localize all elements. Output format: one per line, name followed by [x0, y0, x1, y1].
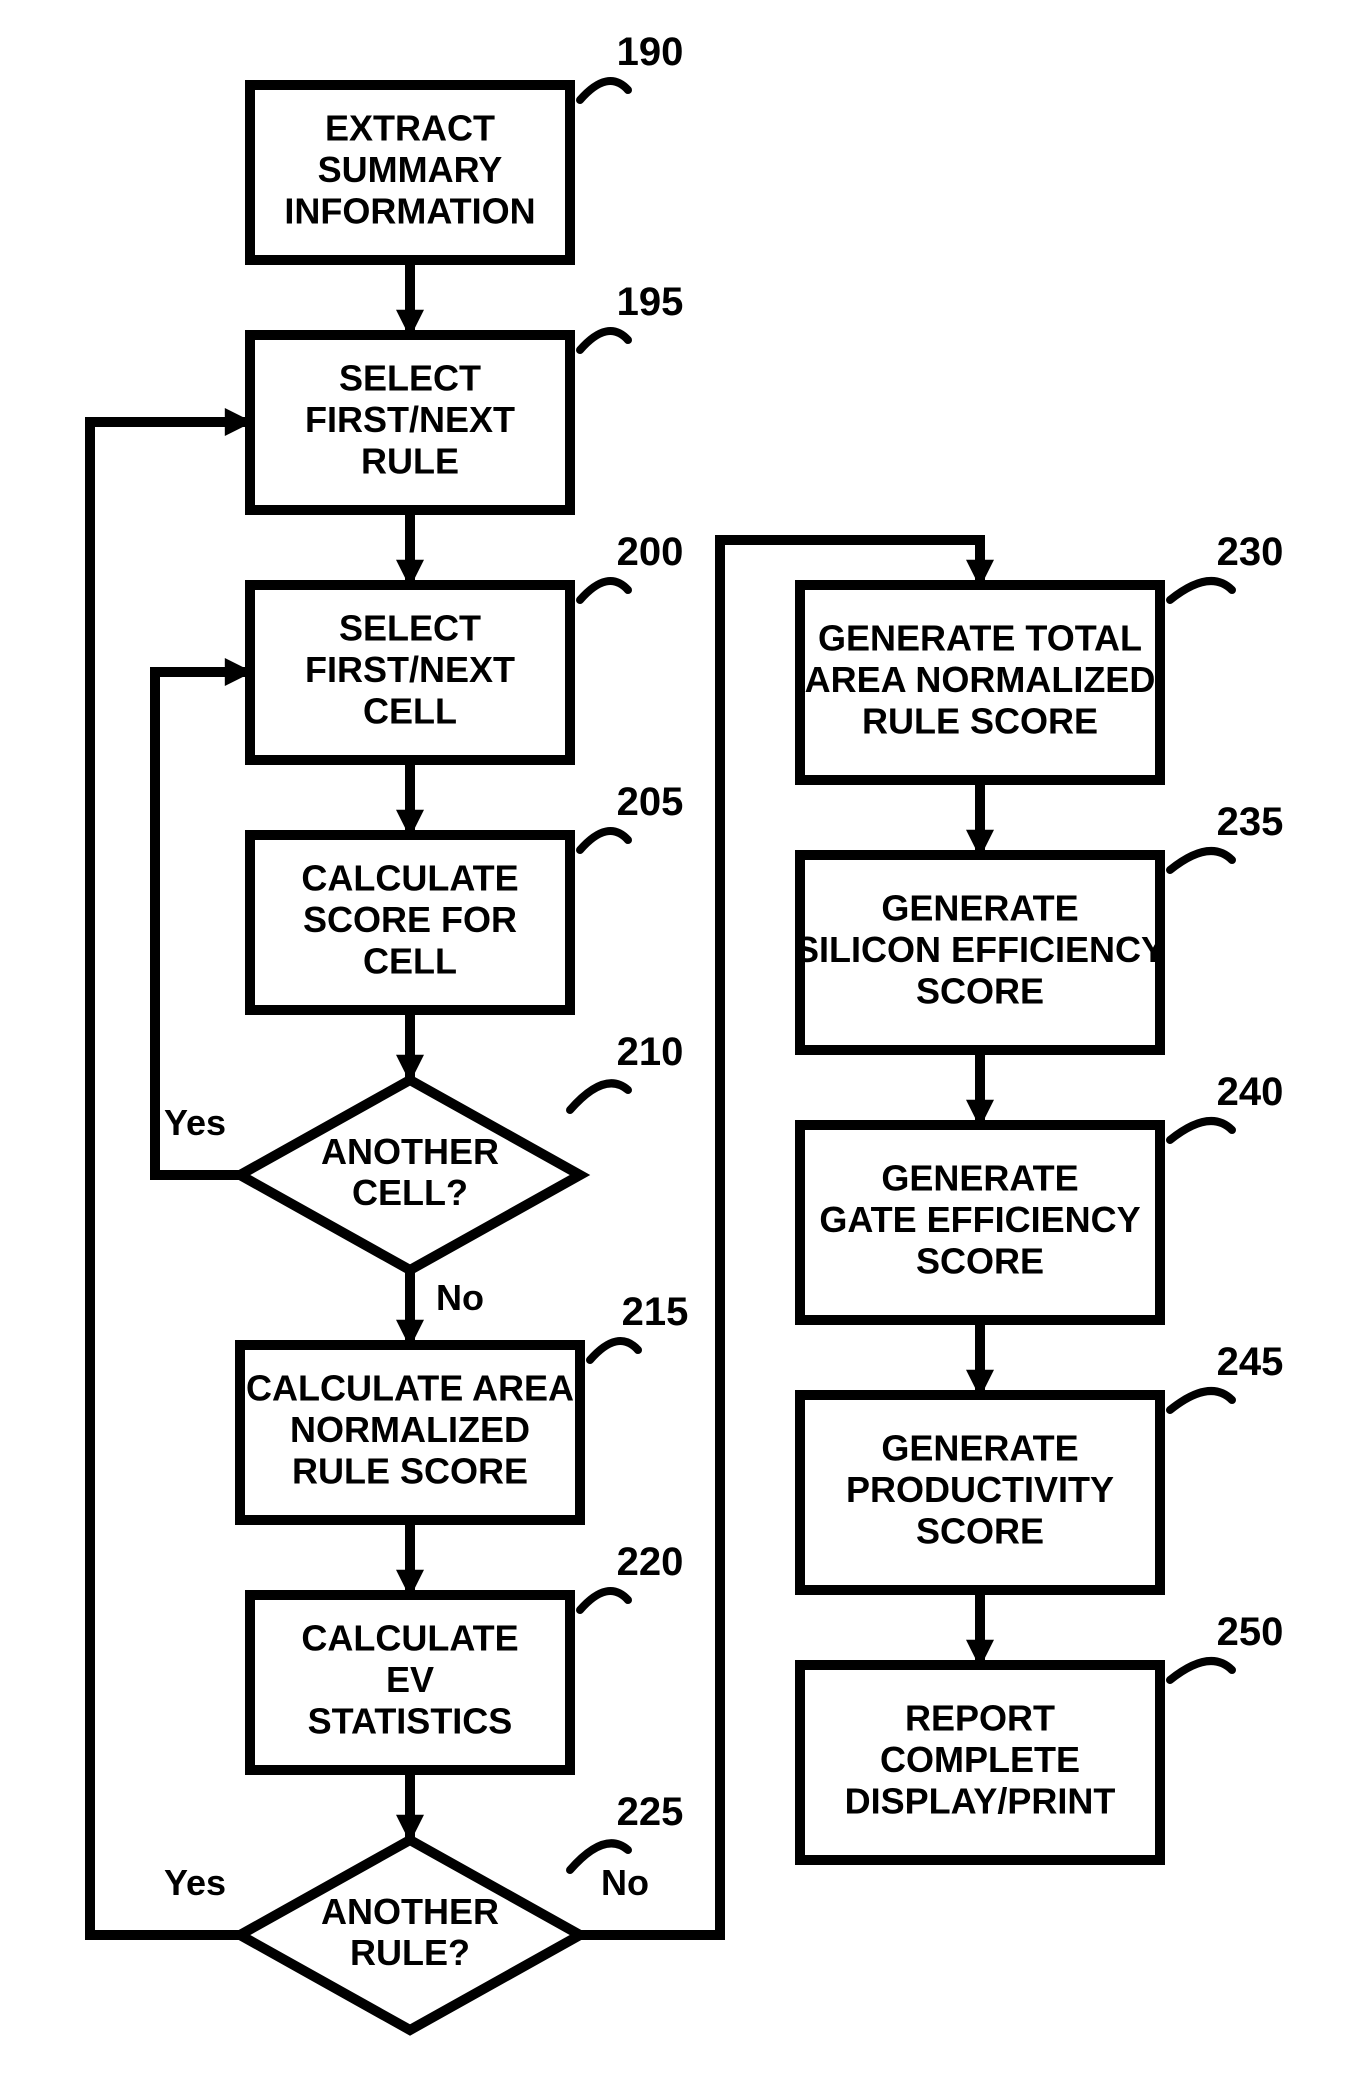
- svg-text:SCORE: SCORE: [916, 970, 1044, 1011]
- svg-text:ANOTHER: ANOTHER: [321, 1131, 499, 1172]
- svg-text:AREA NORMALIZED: AREA NORMALIZED: [805, 659, 1156, 700]
- svg-text:190: 190: [617, 30, 684, 74]
- svg-text:225: 225: [617, 1790, 684, 1834]
- nodes: EXTRACTSUMMARYINFORMATION190SELECTFIRST/…: [240, 30, 1283, 2030]
- svg-text:GENERATE TOTAL: GENERATE TOTAL: [818, 618, 1142, 659]
- svg-text:SELECT: SELECT: [339, 608, 481, 649]
- svg-text:250: 250: [1217, 1610, 1284, 1654]
- svg-text:SCORE: SCORE: [916, 1240, 1044, 1281]
- svg-text:245: 245: [1217, 1340, 1284, 1384]
- svg-text:235: 235: [1217, 800, 1284, 844]
- n195: SELECTFIRST/NEXTRULE 195: [250, 280, 683, 510]
- n225: ANOTHERRULE? 225: [240, 1790, 683, 2030]
- svg-text:No: No: [436, 1277, 484, 1318]
- n205: CALCULATESCORE FORCELL 205: [250, 780, 683, 1010]
- svg-text:COMPLETE: COMPLETE: [880, 1739, 1080, 1780]
- svg-text:240: 240: [1217, 1070, 1284, 1114]
- n230: GENERATE TOTALAREA NORMALIZEDRULE SCORE 2…: [800, 530, 1283, 780]
- svg-text:CALCULATE AREA: CALCULATE AREA: [246, 1368, 574, 1409]
- svg-text:FIRST/NEXT: FIRST/NEXT: [305, 649, 515, 690]
- svg-text:SUMMARY: SUMMARY: [318, 149, 503, 190]
- n190: EXTRACTSUMMARYINFORMATION 190: [250, 30, 683, 260]
- n245: GENERATEPRODUCTIVITYSCORE 245: [800, 1340, 1283, 1590]
- svg-text:GENERATE: GENERATE: [881, 1158, 1078, 1199]
- svg-text:ANOTHER: ANOTHER: [321, 1891, 499, 1932]
- n235: GENERATESILICON EFFICIENCYSCORE 235: [795, 800, 1283, 1050]
- n240: GENERATEGATE EFFICIENCYSCORE 240: [800, 1070, 1283, 1320]
- svg-text:RULE SCORE: RULE SCORE: [292, 1450, 528, 1491]
- n250: REPORTCOMPLETEDISPLAY/PRINT 250: [800, 1610, 1283, 1860]
- svg-text:EV: EV: [386, 1659, 434, 1700]
- svg-text:Yes: Yes: [164, 1102, 226, 1143]
- svg-text:220: 220: [617, 1540, 684, 1584]
- n200: SELECTFIRST/NEXTCELL 200: [250, 530, 683, 760]
- svg-text:CALCULATE: CALCULATE: [301, 858, 518, 899]
- svg-text:GATE EFFICIENCY: GATE EFFICIENCY: [819, 1199, 1140, 1240]
- svg-text:No: No: [601, 1862, 649, 1903]
- svg-text:210: 210: [617, 1030, 684, 1074]
- svg-text:SCORE FOR: SCORE FOR: [303, 899, 517, 940]
- svg-text:FIRST/NEXT: FIRST/NEXT: [305, 399, 515, 440]
- svg-text:RULE: RULE: [361, 440, 459, 481]
- svg-text:SELECT: SELECT: [339, 358, 481, 399]
- svg-text:230: 230: [1217, 530, 1284, 574]
- svg-text:GENERATE: GENERATE: [881, 888, 1078, 929]
- svg-text:SILICON EFFICIENCY: SILICON EFFICIENCY: [795, 929, 1165, 970]
- svg-text:205: 205: [617, 780, 684, 824]
- svg-text:SCORE: SCORE: [916, 1510, 1044, 1551]
- svg-text:215: 215: [622, 1290, 689, 1334]
- n210: ANOTHERCELL? 210: [240, 1030, 683, 1270]
- svg-text:EXTRACT: EXTRACT: [325, 108, 495, 149]
- svg-text:200: 200: [617, 530, 684, 574]
- svg-text:PRODUCTIVITY: PRODUCTIVITY: [846, 1469, 1114, 1510]
- svg-text:CELL: CELL: [363, 940, 457, 981]
- svg-text:CELL: CELL: [363, 690, 457, 731]
- svg-text:195: 195: [617, 280, 684, 324]
- svg-text:CALCULATE: CALCULATE: [301, 1618, 518, 1659]
- svg-text:INFORMATION: INFORMATION: [284, 190, 535, 231]
- svg-text:GENERATE: GENERATE: [881, 1428, 1078, 1469]
- n220: CALCULATEEVSTATISTICS 220: [250, 1540, 683, 1770]
- svg-text:Yes: Yes: [164, 1862, 226, 1903]
- svg-text:REPORT: REPORT: [905, 1698, 1055, 1739]
- svg-text:STATISTICS: STATISTICS: [308, 1700, 513, 1741]
- svg-text:DISPLAY/PRINT: DISPLAY/PRINT: [845, 1780, 1116, 1821]
- svg-text:NORMALIZED: NORMALIZED: [290, 1409, 530, 1450]
- svg-text:CELL?: CELL?: [352, 1172, 468, 1213]
- flowchart: No Yes Yes No EXTRACTSUMMARYINFORMATION 190 SE…: [0, 0, 1345, 2079]
- n215: CALCULATE AREANORMALIZEDRULE SCORE 215: [240, 1290, 688, 1520]
- svg-text:RULE SCORE: RULE SCORE: [862, 700, 1098, 741]
- svg-text:RULE?: RULE?: [350, 1932, 470, 1973]
